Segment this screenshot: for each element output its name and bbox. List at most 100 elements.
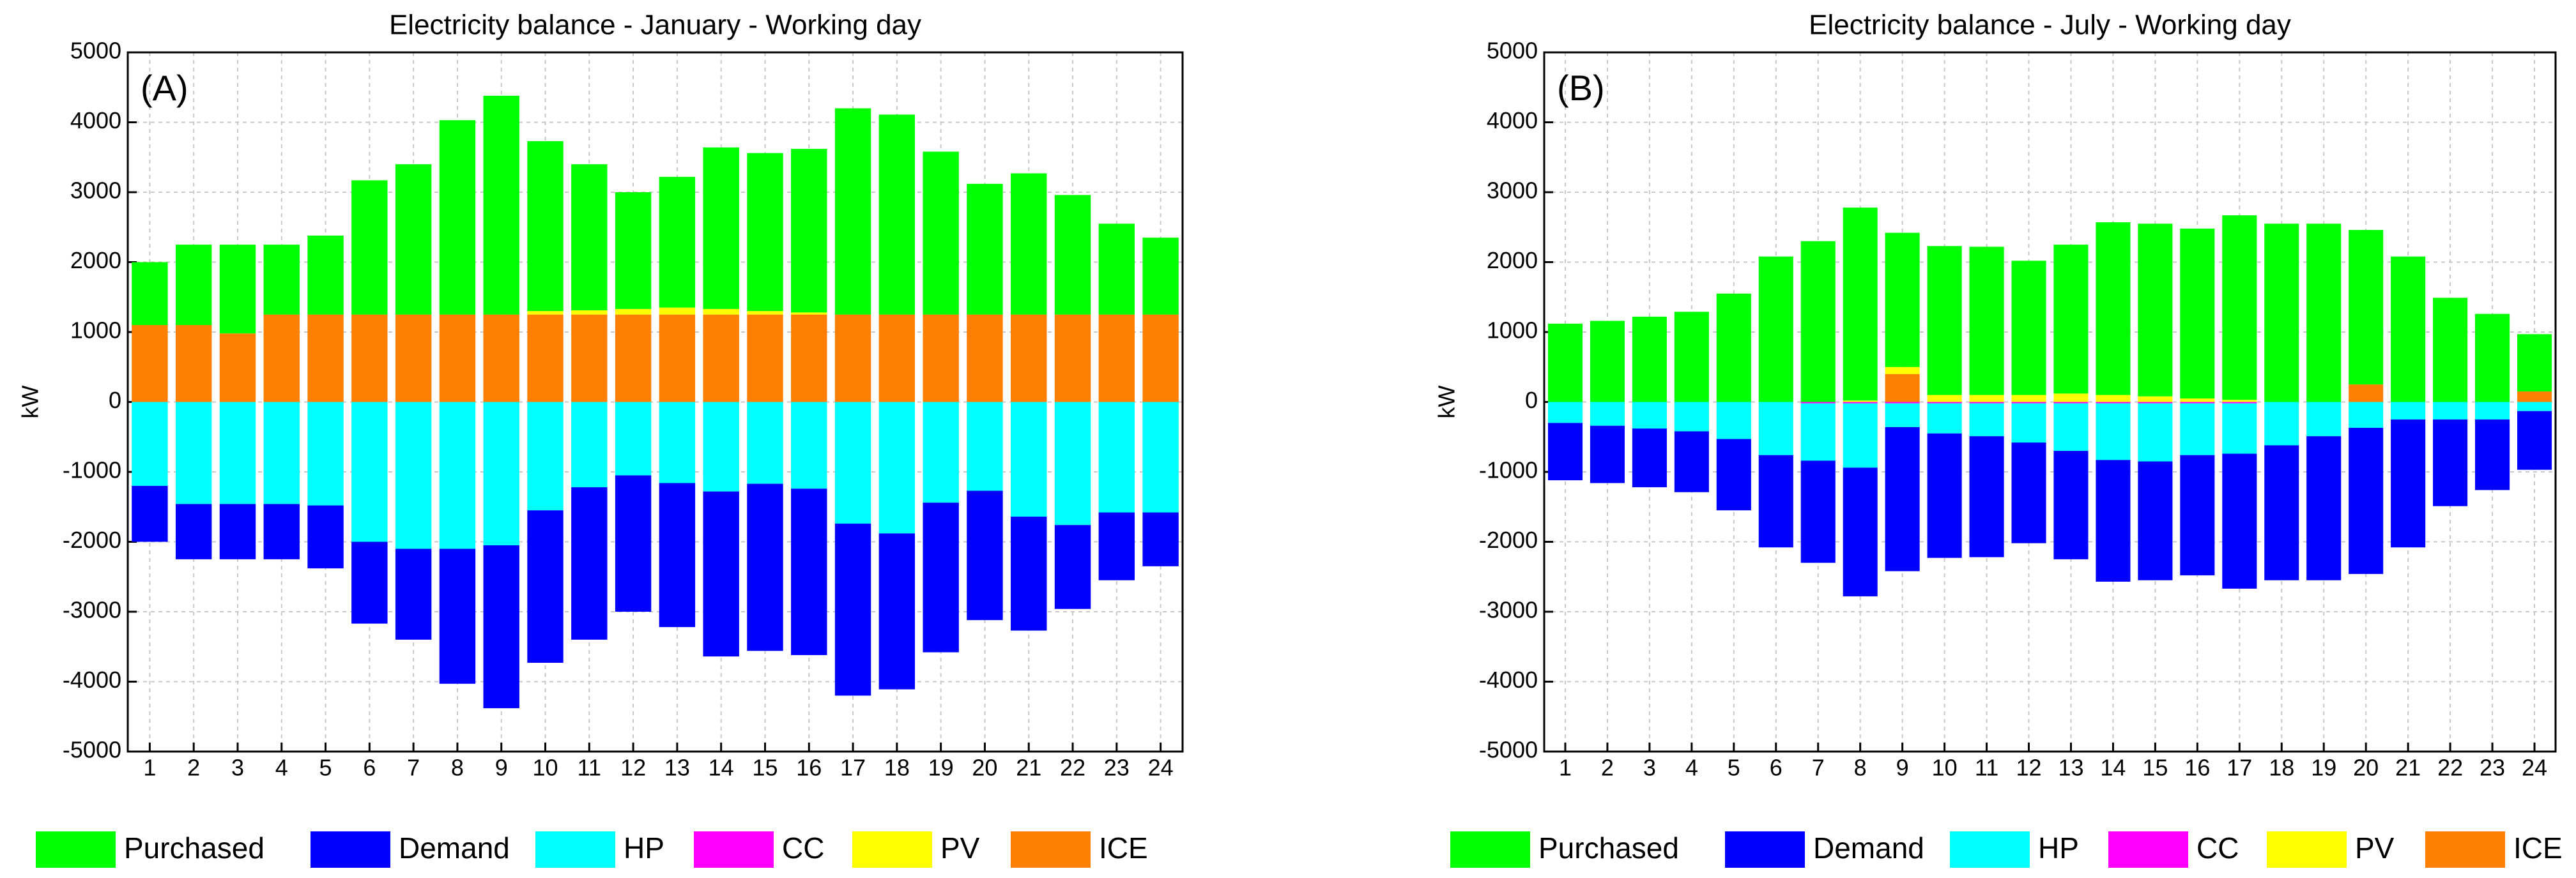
bar-segment: [1716, 402, 1751, 439]
bar-segment: [1885, 367, 1920, 374]
y-tick-label: 5000: [1487, 38, 1538, 64]
bar-segment: [703, 308, 739, 315]
bar-segment: [175, 402, 212, 504]
legend-swatch: [1011, 831, 1091, 868]
x-tick-label: 1: [1559, 755, 1572, 781]
bar-segment: [2096, 402, 2131, 404]
bar-segment: [615, 314, 652, 402]
legend-label: ICE: [1099, 831, 1148, 865]
bar-segment: [527, 510, 564, 663]
bar-segment: [967, 314, 1003, 402]
bar-segment: [923, 151, 959, 315]
x-tick-label: 1: [143, 755, 156, 781]
x-tick-label: 9: [1896, 755, 1909, 781]
bar-segment: [615, 192, 652, 309]
bar-segment: [747, 402, 783, 484]
bar-segment: [307, 402, 344, 506]
bar-segment: [2517, 402, 2552, 411]
bar-segment: [2222, 400, 2257, 402]
y-tick-label: -2000: [63, 527, 121, 553]
y-tick-label: 0: [1525, 387, 1538, 413]
x-tick-label: 11: [578, 755, 601, 781]
x-tick-label: 16: [2184, 755, 2210, 781]
bar-segment: [2053, 402, 2089, 404]
bar-segment: [132, 325, 168, 402]
x-tick-label: 16: [796, 755, 822, 781]
bar-segment: [923, 314, 959, 402]
bar-segment: [703, 147, 739, 309]
bar-segment: [878, 402, 916, 534]
y-tick-label: -5000: [63, 737, 121, 763]
bar-segment: [263, 504, 300, 559]
bar-segment: [747, 311, 783, 315]
bar-segment: [1674, 431, 1709, 492]
bar-segment: [1885, 427, 1920, 571]
y-tick-label: 4000: [70, 107, 121, 133]
x-tick-label: 14: [709, 755, 734, 781]
bar-segment: [1054, 314, 1091, 402]
bar-segment: [1674, 312, 1709, 402]
x-tick-label: 4: [1685, 755, 1698, 781]
legend-swatch: [694, 831, 774, 868]
bar-segment: [923, 402, 959, 503]
bar-segment: [659, 483, 696, 628]
x-tick-label: 15: [2142, 755, 2168, 781]
bar-segment: [571, 487, 608, 640]
legend-swatch: [2425, 831, 2505, 868]
bar-segment: [1098, 402, 1135, 513]
bar-segment: [132, 485, 168, 542]
bar-segment: [2096, 222, 2131, 395]
x-tick-label: 2: [1601, 755, 1614, 781]
bar-segment: [2138, 402, 2173, 404]
bar-segment: [834, 524, 871, 696]
y-axis-label: kW: [1434, 385, 1460, 418]
bar-segment: [2264, 223, 2299, 402]
bar-segment: [791, 488, 827, 655]
bar-segment: [351, 314, 388, 402]
bar-segment: [2349, 230, 2384, 385]
bar-segment: [615, 308, 652, 315]
bar-segment: [263, 402, 300, 504]
bar-segment: [1927, 403, 1962, 434]
bar-segment: [967, 490, 1003, 621]
bar-segment: [1632, 316, 1667, 402]
bar-segment: [1716, 293, 1751, 402]
bar-segment: [2391, 256, 2426, 402]
bar-segment: [747, 153, 783, 312]
x-tick-label: 8: [1854, 755, 1867, 781]
legend-label: Demand: [1813, 831, 1924, 865]
x-tick-label: 23: [2480, 755, 2505, 781]
y-tick-label: -4000: [1479, 667, 1538, 693]
bar-segment: [2053, 451, 2089, 559]
bar-segment: [395, 164, 432, 315]
bar-segment: [2180, 403, 2215, 455]
bar-segment: [1632, 428, 1667, 488]
legend-label: Purchased: [124, 831, 264, 865]
bar-segment: [2264, 402, 2299, 446]
y-tick-label: -2000: [1479, 527, 1538, 553]
bar-segment: [1011, 517, 1047, 631]
bar-segment: [791, 149, 827, 313]
bar-segment: [834, 314, 871, 402]
bar-segment: [2433, 298, 2468, 402]
bar-segment: [2349, 428, 2384, 574]
bar-segment: [1927, 395, 1962, 402]
legend-swatch: [2267, 831, 2347, 868]
panel-label: (A): [141, 68, 188, 108]
bar-segment: [2011, 443, 2046, 543]
bar-segment: [703, 491, 739, 657]
bar-segment: [527, 141, 564, 312]
x-tick-label: 22: [2437, 755, 2463, 781]
bar-segment: [1758, 455, 1793, 548]
bar-segment: [571, 164, 608, 311]
x-tick-label: 23: [1104, 755, 1130, 781]
bar-segment: [1547, 323, 1583, 402]
bar-segment: [1800, 241, 1836, 402]
bar-segment: [2517, 334, 2552, 392]
bar-segment: [1800, 402, 1836, 404]
x-tick-label: 8: [451, 755, 464, 781]
bar-segment: [219, 245, 256, 334]
bar-segment: [2306, 436, 2342, 580]
legend-swatch: [1725, 831, 1805, 868]
y-tick-label: -1000: [63, 457, 121, 483]
